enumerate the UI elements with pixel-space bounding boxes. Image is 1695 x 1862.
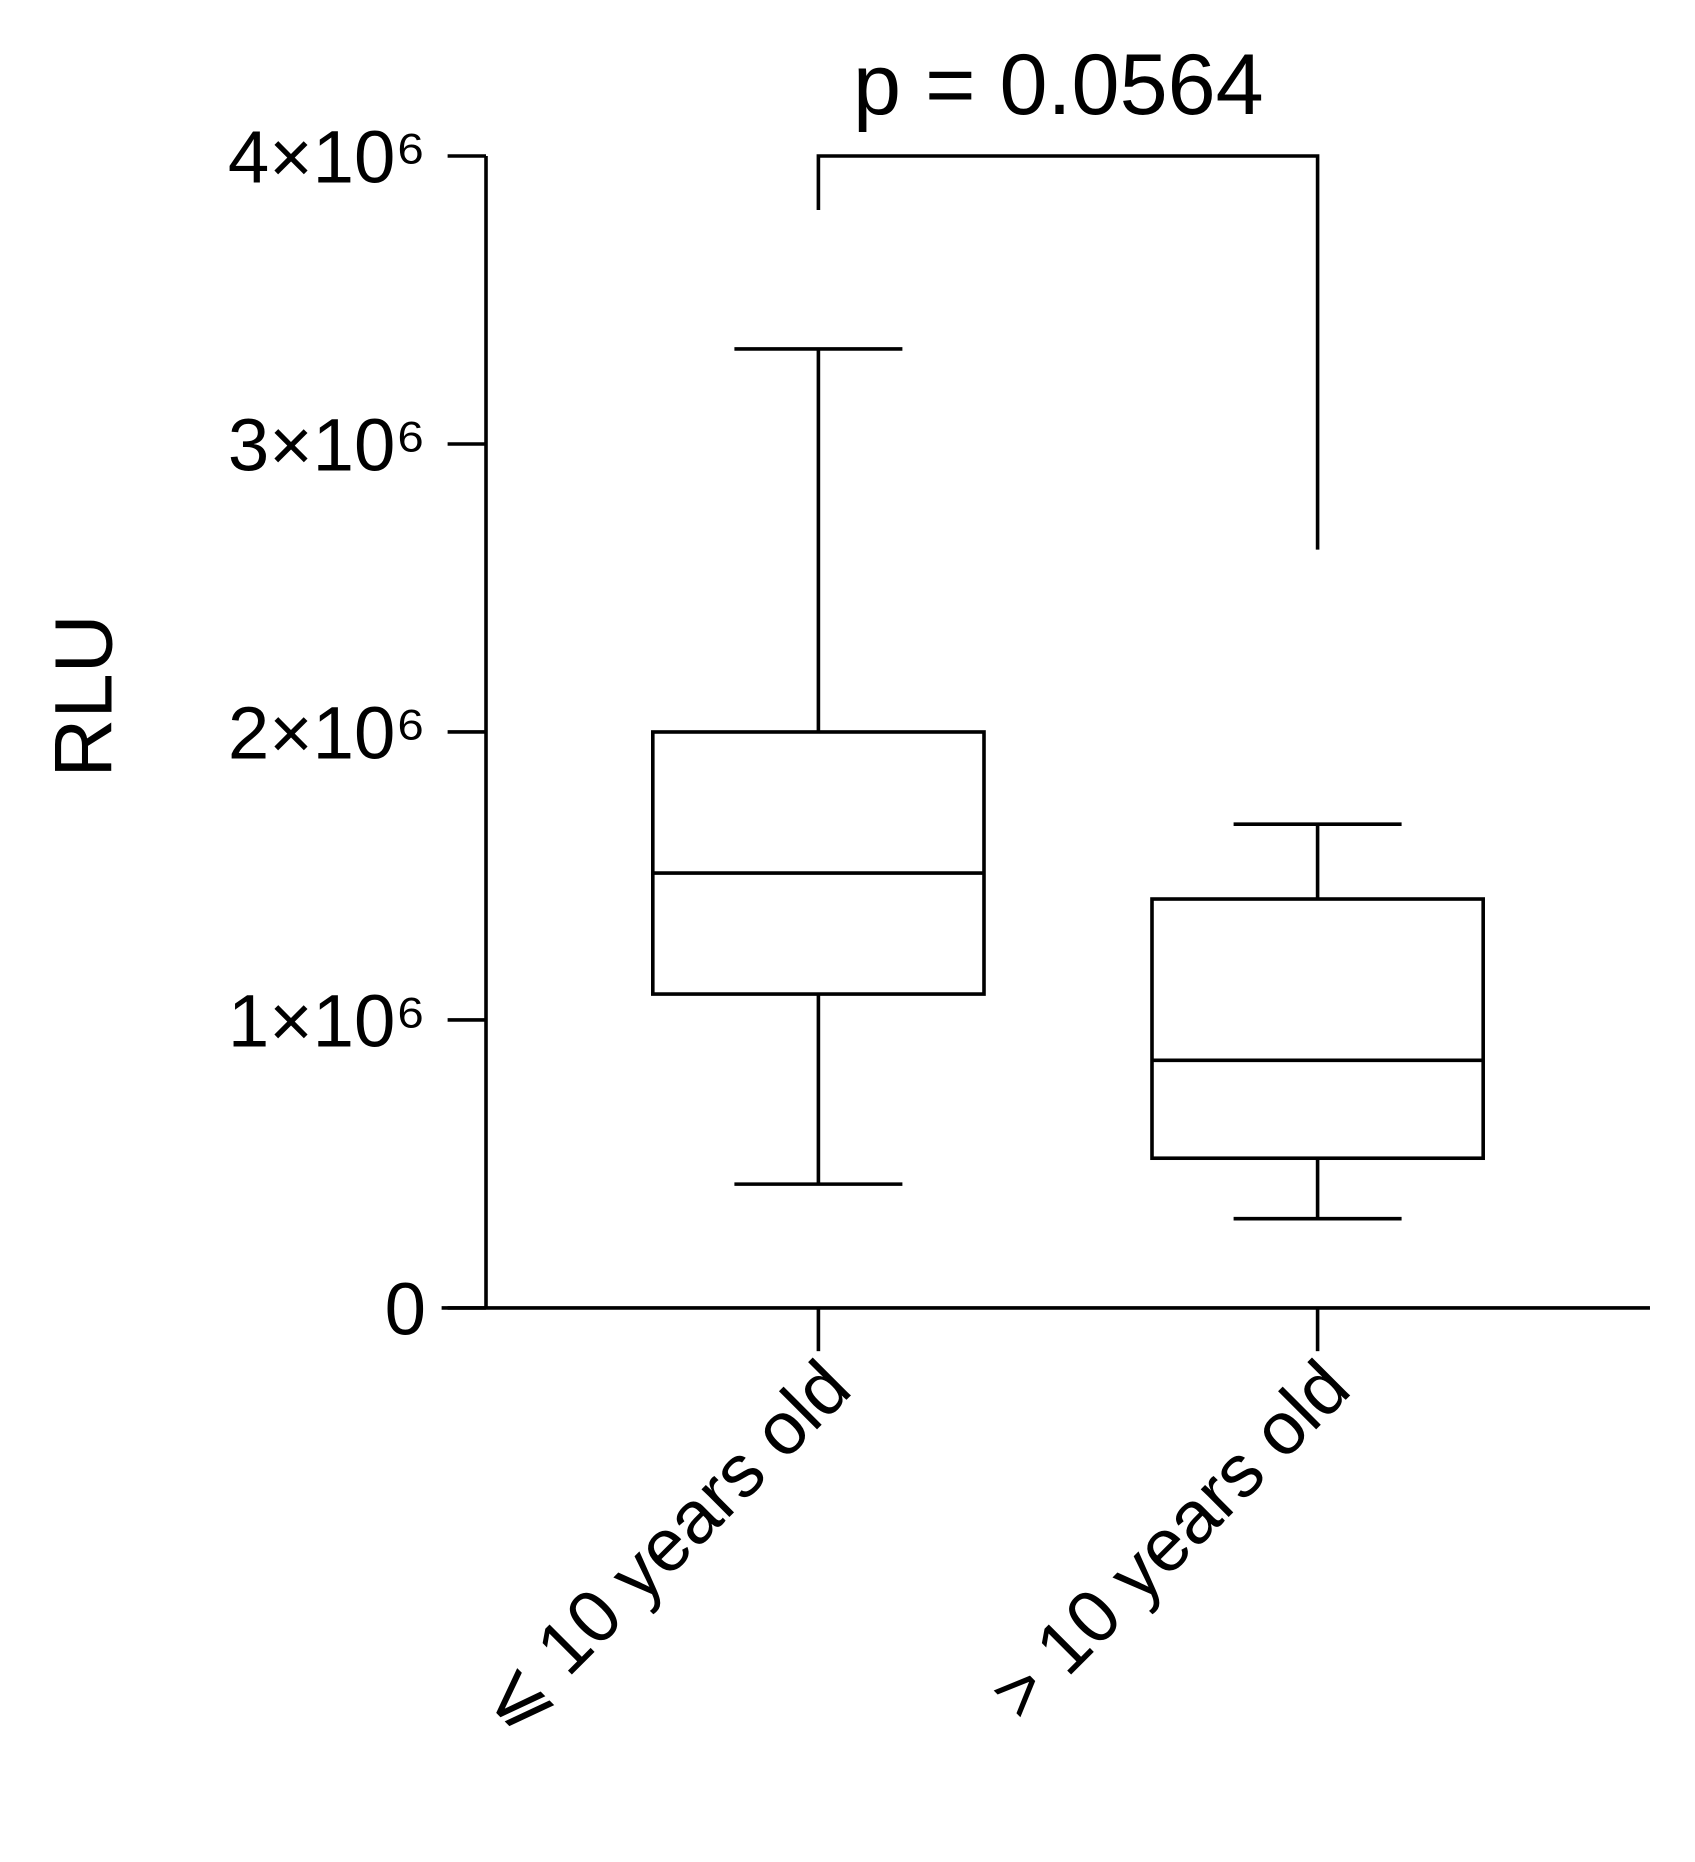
significance-bracket bbox=[816, 154, 1320, 550]
box bbox=[1150, 897, 1485, 1161]
y-tick-label: 0 bbox=[385, 1267, 426, 1350]
box bbox=[651, 730, 986, 996]
x-tick-label: > 10 years old bbox=[974, 1345, 1365, 1736]
x-tick-label: ⩽ 10 years old bbox=[462, 1345, 866, 1749]
annotation: p = 0.0564 bbox=[853, 37, 1264, 133]
y-tick-label: 3×10⁶ bbox=[228, 403, 426, 486]
y-tick-label: 2×10⁶ bbox=[228, 691, 426, 774]
y-tick-label: 1×10⁶ bbox=[228, 979, 426, 1062]
y-axis-label: RLU bbox=[39, 614, 130, 777]
y-tick-label: 4×10⁶ bbox=[228, 115, 426, 198]
